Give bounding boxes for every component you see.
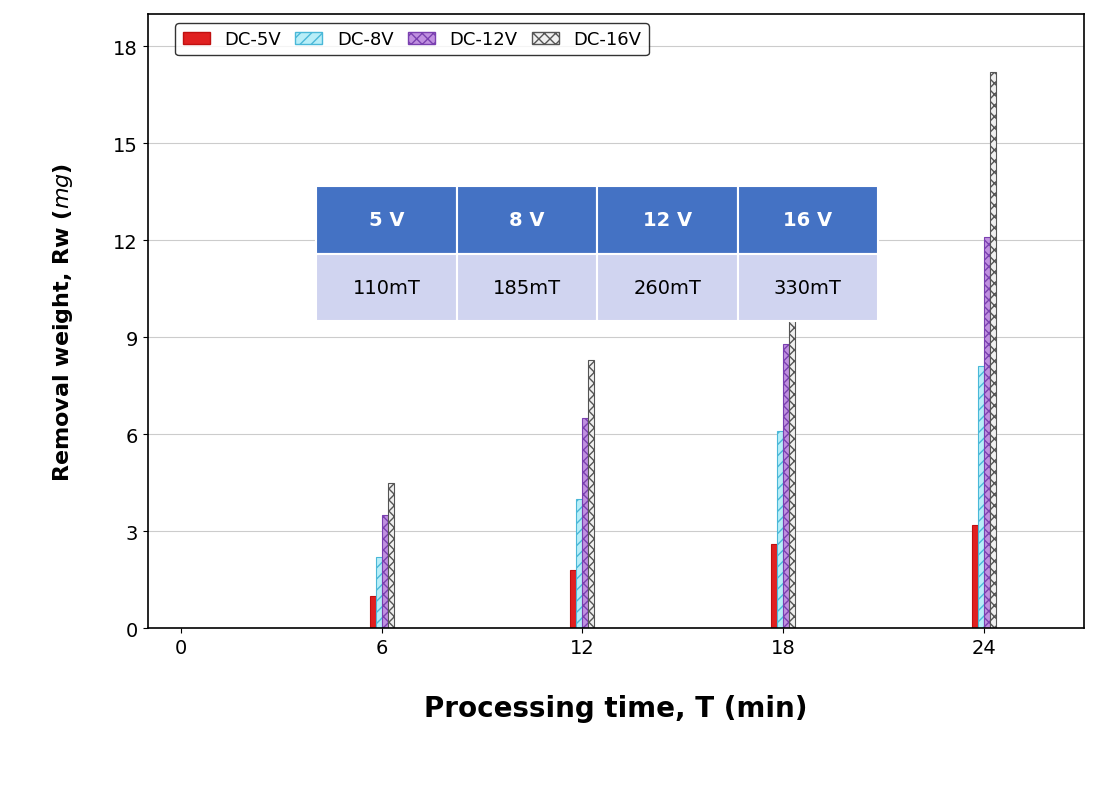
Bar	[388, 484, 393, 629]
FancyBboxPatch shape	[456, 187, 597, 254]
Legend: DC-5V, DC-8V, DC-12V, DC-16V: DC-5V, DC-8V, DC-12V, DC-16V	[176, 24, 648, 56]
FancyBboxPatch shape	[737, 254, 878, 322]
Bar	[984, 238, 990, 629]
Bar	[990, 73, 996, 629]
Bar	[381, 516, 388, 629]
Bar	[369, 597, 376, 629]
FancyBboxPatch shape	[317, 254, 456, 322]
Bar	[972, 525, 978, 629]
Text: 5 V: 5 V	[368, 211, 404, 230]
Bar	[782, 344, 789, 629]
Text: 330mT: 330mT	[774, 278, 842, 298]
FancyBboxPatch shape	[597, 187, 737, 254]
Text: 12 V: 12 V	[643, 211, 692, 230]
Bar	[570, 570, 576, 629]
Text: 110mT: 110mT	[353, 278, 420, 298]
Text: 8 V: 8 V	[509, 211, 545, 230]
Bar	[789, 245, 795, 629]
Bar	[576, 500, 582, 629]
FancyBboxPatch shape	[317, 187, 456, 254]
Text: 185mT: 185mT	[492, 278, 560, 298]
Bar	[777, 431, 782, 629]
Bar	[978, 367, 984, 629]
Bar	[376, 557, 381, 629]
Text: Removal weight, Rw ($mg$): Removal weight, Rw ($mg$)	[52, 163, 76, 481]
Bar	[771, 545, 777, 629]
FancyBboxPatch shape	[597, 254, 737, 322]
Bar	[588, 361, 595, 629]
FancyBboxPatch shape	[456, 254, 597, 322]
Bar	[582, 419, 588, 629]
Text: 16 V: 16 V	[784, 211, 832, 230]
Text: Processing time, T (min): Processing time, T (min)	[424, 695, 808, 723]
FancyBboxPatch shape	[737, 187, 878, 254]
Text: 260mT: 260mT	[633, 278, 701, 298]
